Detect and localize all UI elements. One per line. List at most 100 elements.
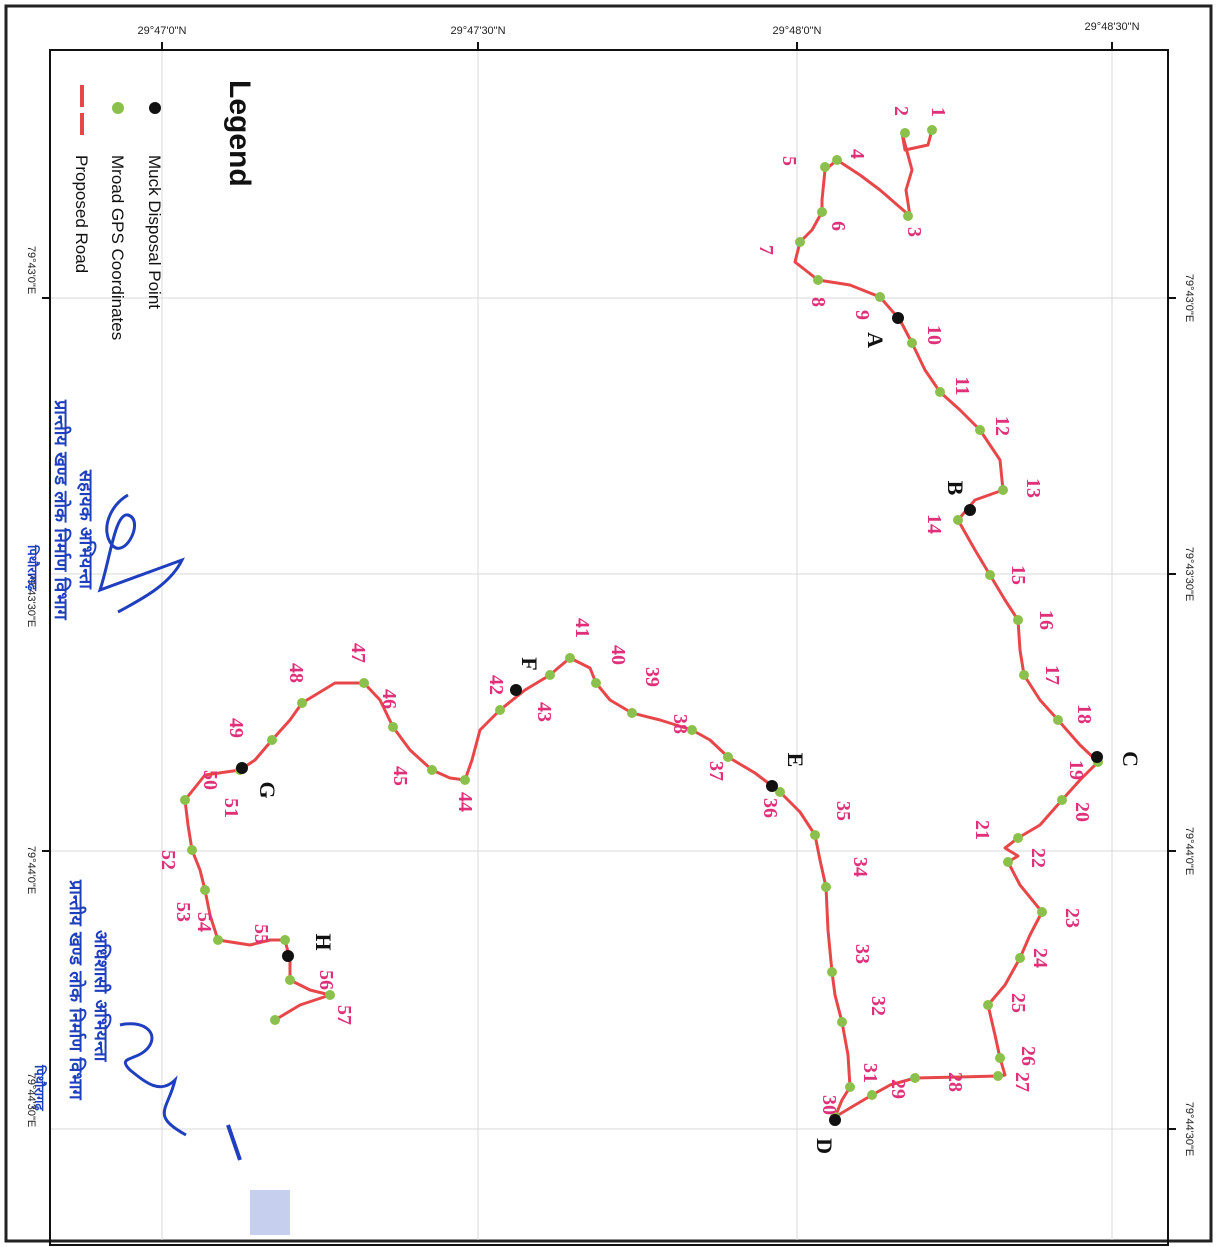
gps-point-2 (900, 128, 910, 138)
lon-label-left-1: 79°43'0"E (25, 246, 37, 294)
gps-point-label-50: 50 (199, 770, 221, 790)
signature-2 (119, 1022, 187, 1137)
gps-point-17 (1019, 670, 1029, 680)
gps-point-label-12: 12 (991, 416, 1013, 436)
lat-label-2: 29°47'30"N (450, 25, 505, 37)
legend: Legend Muck Disposal Point Mroad GPS Coo… (72, 80, 256, 340)
gps-point-label-43: 43 (533, 702, 555, 722)
stamp-1-line-1: सहायक अभियन्ता (75, 469, 97, 590)
stamp-1-line-2: प्रान्तीय खण्ड लोक निर्माण विभाग (50, 399, 72, 621)
gps-point-label-35: 35 (832, 801, 854, 821)
gps-point-58 (270, 1015, 280, 1025)
gps-point-34 (821, 882, 831, 892)
legend-title: Legend (223, 80, 256, 187)
gps-point-48 (297, 698, 307, 708)
gps-point-18 (1053, 715, 1063, 725)
graticule (50, 50, 1168, 1240)
gps-point-label-5: 5 (778, 156, 800, 166)
gps-point-55 (280, 935, 290, 945)
signature-block-2: अधिशासी अभियन्ता प्रान्तीय खण्ड लोक निर्… (31, 879, 290, 1235)
gps-point-label-24: 24 (1029, 948, 1051, 968)
gps-point-label-20: 20 (1071, 802, 1093, 822)
gps-point-54 (213, 935, 223, 945)
gps-point-32 (837, 1017, 847, 1027)
gps-point-label-19: 19 (1065, 760, 1087, 780)
gps-point-label-10: 10 (923, 325, 945, 345)
proposed-road (183, 128, 1100, 1119)
gps-point-label-34: 34 (849, 857, 871, 877)
stamp-2-line-3: पिथौरागढ़ (31, 1064, 47, 1111)
gps-point-label-42: 42 (485, 675, 507, 695)
gps-point-47 (359, 678, 369, 688)
gps-point-45 (427, 765, 437, 775)
gps-point-33 (827, 967, 837, 977)
gps-point-25 (983, 1000, 993, 1010)
gps-point-label-45: 45 (389, 766, 411, 786)
muck-point-F (510, 684, 522, 696)
gps-point-22 (1003, 857, 1013, 867)
gps-point-label-1: 1 (927, 107, 949, 117)
lon-label-right-1: 79°43'0"E (1183, 274, 1195, 322)
gps-point-label-55: 55 (250, 924, 272, 944)
gps-point-4 (832, 155, 842, 165)
black-dot-icon (149, 102, 161, 114)
gps-point-label-32: 32 (867, 996, 889, 1016)
lon-label-right-2: 79°43'30"E (1183, 547, 1195, 601)
gps-point-41 (565, 653, 575, 663)
gps-point-43 (495, 705, 505, 715)
gps-point-12 (975, 425, 985, 435)
gps-point-label-40: 40 (607, 645, 629, 665)
gps-point-21 (1013, 833, 1023, 843)
lon-label-right-3: 79°44'0"E (1183, 827, 1195, 875)
gps-point-20 (1057, 795, 1067, 805)
muck-point-H (282, 950, 294, 962)
gps-point-label-16: 16 (1035, 610, 1057, 630)
gps-point-57 (325, 990, 335, 1000)
stamp-2-line-1: अधिशासी अभियन्ता (90, 930, 112, 1063)
gps-point-label-6: 6 (827, 221, 849, 231)
gps-point-28 (910, 1073, 920, 1083)
gps-point-31 (845, 1082, 855, 1092)
gps-point-38 (687, 725, 697, 735)
ink-stroke (226, 1124, 242, 1161)
gps-point-label-41: 41 (571, 618, 593, 638)
gps-point-5 (820, 162, 830, 172)
gps-point-label-8: 8 (807, 297, 829, 307)
muck-point-label-G: G (255, 781, 280, 798)
gps-point-label-18: 18 (1073, 704, 1095, 724)
gps-point-11 (935, 387, 945, 397)
gps-point-26 (995, 1053, 1005, 1063)
gps-point-39 (627, 708, 637, 718)
legend-item-road: Proposed Road (72, 155, 91, 273)
gps-point-29 (867, 1090, 877, 1100)
gps-point-label-22: 22 (1027, 848, 1049, 868)
gps-point-6 (817, 207, 827, 217)
gps-point-7 (795, 237, 805, 247)
gps-point-51 (180, 795, 190, 805)
muck-point-label-C: C (1118, 751, 1143, 767)
gps-point-label-29: 29 (887, 1079, 909, 1099)
gps-point-40 (591, 678, 601, 688)
gps-point-label-56: 56 (315, 970, 337, 990)
page-frame (4, 4, 1213, 1243)
gps-point-27 (993, 1071, 1003, 1081)
gps-point-label-28: 28 (944, 1072, 966, 1092)
ticks (42, 42, 1176, 1130)
gps-point-label-26: 26 (1017, 1046, 1039, 1066)
muck-point-label-B: B (943, 481, 968, 496)
muck-point-label-D: D (812, 1138, 837, 1154)
gps-point-label-14: 14 (923, 514, 945, 534)
map-frame (49, 49, 1169, 1246)
muck-point-D (829, 1114, 841, 1126)
gps-point-label-4: 4 (846, 149, 868, 159)
lon-label-left-2: 79°43'30"E (25, 573, 37, 627)
gps-point-44 (460, 775, 470, 785)
stamp-smudge (250, 1190, 290, 1235)
legend-item-muck: Muck Disposal Point (145, 155, 164, 309)
gps-point-42 (545, 670, 555, 680)
gps-point-label-23: 23 (1061, 908, 1083, 928)
gps-point-label-33: 33 (851, 944, 873, 964)
green-dot-icon (112, 102, 124, 114)
gps-point-23 (1037, 907, 1047, 917)
